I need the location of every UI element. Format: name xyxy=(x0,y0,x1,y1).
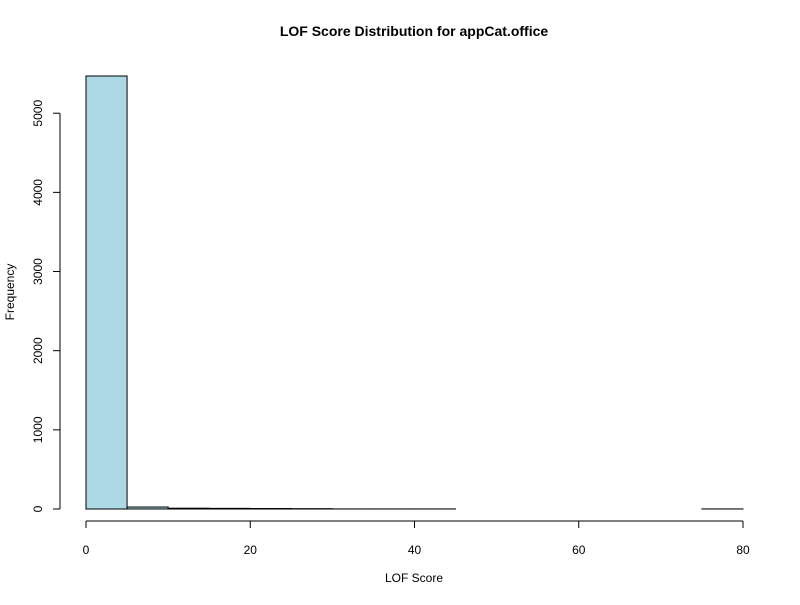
y-axis-label: Frequency xyxy=(3,264,17,321)
histogram-bar xyxy=(209,508,250,509)
y-tick-label: 1000 xyxy=(31,416,45,443)
x-axis: 0 20 40 60 80 xyxy=(83,521,750,557)
y-tick-label: 0 xyxy=(31,505,45,512)
histogram-bars xyxy=(86,76,743,509)
x-tick-label: 40 xyxy=(408,543,422,557)
x-tick-label: 80 xyxy=(736,543,750,557)
chart-title: LOF Score Distribution for appCat.office xyxy=(280,23,549,39)
y-axis: 0 1000 2000 3000 4000 5000 xyxy=(31,100,60,513)
y-tick-label: 2000 xyxy=(31,337,45,364)
histogram-bar xyxy=(127,507,168,509)
histogram-bar xyxy=(86,76,127,509)
x-tick-label: 60 xyxy=(572,543,586,557)
x-axis-label: LOF Score xyxy=(385,571,443,585)
x-tick-label: 20 xyxy=(244,543,258,557)
y-tick-label: 5000 xyxy=(31,100,45,127)
x-tick-label: 0 xyxy=(83,543,90,557)
histogram-bar xyxy=(168,508,209,509)
y-tick-label: 4000 xyxy=(31,179,45,206)
y-tick-label: 3000 xyxy=(31,258,45,285)
